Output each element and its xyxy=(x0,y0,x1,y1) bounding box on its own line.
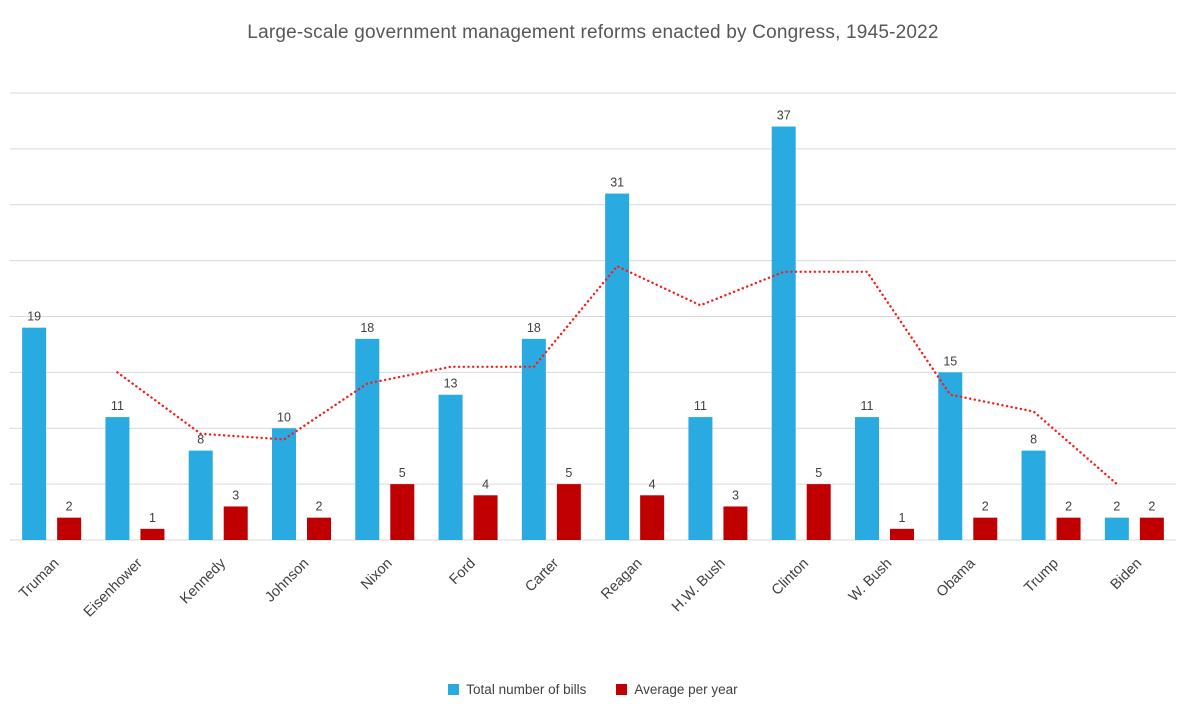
legend: Total number of bills Average per year xyxy=(0,682,1186,697)
data-label-total-number-of-bills-ford: 13 xyxy=(444,377,458,391)
data-label-average-per-year-nixon: 5 xyxy=(399,466,406,480)
data-label-average-per-year-obama: 2 xyxy=(982,500,989,514)
bar-total-number-of-bills-clinton xyxy=(771,126,796,541)
bar-total-number-of-bills-biden xyxy=(1104,517,1129,540)
data-label-average-per-year-eisenhower: 1 xyxy=(149,511,156,525)
x-axis-label-w-bush: W. Bush xyxy=(846,556,895,605)
x-axis-label-ford: Ford xyxy=(446,556,478,588)
legend-swatch-average-per-year xyxy=(616,684,628,695)
x-axis-label-trump: Trump xyxy=(1021,556,1062,597)
data-label-total-number-of-bills-obama: 15 xyxy=(943,354,957,368)
x-axis-label-carter: Carter xyxy=(522,555,562,595)
bar-average-per-year-truman xyxy=(57,517,82,540)
bar-average-per-year-biden xyxy=(1139,517,1164,540)
bar-total-number-of-bills-truman xyxy=(22,327,47,540)
bar-average-per-year-clinton xyxy=(806,484,831,540)
bar-average-per-year-johnson xyxy=(307,517,331,540)
legend-item-total-bills: Total number of bills xyxy=(448,682,586,697)
data-label-total-number-of-bills-trump: 8 xyxy=(1030,433,1037,447)
bar-total-number-of-bills-carter xyxy=(521,338,546,540)
data-label-total-number-of-bills-biden: 2 xyxy=(1113,500,1120,514)
bar-total-number-of-bills-reagan xyxy=(605,193,630,540)
x-axis-label-johnson: Johnson xyxy=(262,556,312,606)
data-label-average-per-year-biden: 2 xyxy=(1148,500,1155,514)
data-label-average-per-year-carter: 5 xyxy=(565,466,572,480)
bar-total-number-of-bills-obama xyxy=(938,372,963,540)
data-label-total-number-of-bills-reagan: 31 xyxy=(610,176,624,190)
bar-total-number-of-bills-trump xyxy=(1021,450,1046,540)
bar-total-number-of-bills-eisenhower xyxy=(105,417,130,540)
x-axis-label-biden: Biden xyxy=(1108,556,1146,594)
bar-average-per-year-h-w-bush xyxy=(723,506,748,540)
data-label-total-number-of-bills-eisenhower: 11 xyxy=(111,399,124,413)
bar-average-per-year-obama xyxy=(973,517,998,540)
data-label-total-number-of-bills-h-w-bush: 11 xyxy=(694,399,707,413)
data-label-total-number-of-bills-nixon: 18 xyxy=(360,321,374,335)
trendline xyxy=(116,264,1119,486)
bar-average-per-year-eisenhower xyxy=(140,528,165,540)
data-label-average-per-year-truman: 2 xyxy=(66,500,73,514)
bar-average-per-year-nixon xyxy=(390,484,415,540)
data-label-average-per-year-trump: 2 xyxy=(1065,500,1072,514)
bar-average-per-year-trump xyxy=(1056,517,1081,540)
x-axis-label-truman: Truman xyxy=(16,556,62,602)
bar-average-per-year-ford xyxy=(473,495,498,540)
bar-total-number-of-bills-johnson xyxy=(272,428,296,540)
data-label-total-number-of-bills-truman: 19 xyxy=(27,310,41,324)
chart-title: Large-scale government management reform… xyxy=(247,22,939,43)
bar-total-number-of-bills-h-w-bush xyxy=(688,417,713,540)
bar-total-number-of-bills-w-bush xyxy=(855,417,879,540)
data-label-average-per-year-johnson: 2 xyxy=(316,500,323,514)
legend-label-total-bills: Total number of bills xyxy=(466,682,587,697)
legend-item-average-per-year: Average per year xyxy=(616,682,738,697)
x-axis-label-eisenhower: Eisenhower xyxy=(81,555,146,620)
data-label-total-number-of-bills-clinton: 37 xyxy=(777,109,791,123)
x-axis-label-obama: Obama xyxy=(934,555,980,601)
bar-total-number-of-bills-kennedy xyxy=(188,450,213,540)
x-axis-label-clinton: Clinton xyxy=(769,556,812,599)
bar-average-per-year-kennedy xyxy=(223,506,248,540)
legend-swatch-total-bills xyxy=(448,684,460,695)
x-axis-label-kennedy: Kennedy xyxy=(177,555,229,607)
data-label-average-per-year-kennedy: 3 xyxy=(232,488,239,502)
x-axis-label-h-w-bush: H.W. Bush xyxy=(669,556,729,616)
data-label-total-number-of-bills-kennedy: 8 xyxy=(197,433,204,447)
data-label-average-per-year-w-bush: 1 xyxy=(899,511,906,525)
bar-total-number-of-bills-ford xyxy=(438,394,463,540)
data-label-total-number-of-bills-johnson: 10 xyxy=(277,410,291,424)
bar-average-per-year-reagan xyxy=(640,495,665,540)
x-axis-label-nixon: Nixon xyxy=(358,556,396,594)
data-label-total-number-of-bills-carter: 18 xyxy=(527,321,541,335)
data-label-total-number-of-bills-w-bush: 11 xyxy=(861,399,874,413)
data-label-average-per-year-reagan: 4 xyxy=(649,477,656,491)
data-label-average-per-year-ford: 4 xyxy=(482,477,489,491)
data-label-average-per-year-clinton: 5 xyxy=(815,466,822,480)
legend-label-average-per-year: Average per year xyxy=(634,682,738,697)
bar-average-per-year-w-bush xyxy=(890,528,914,540)
data-label-average-per-year-h-w-bush: 3 xyxy=(732,488,739,502)
x-axis-label-reagan: Reagan xyxy=(598,556,645,603)
bar-average-per-year-carter xyxy=(556,484,581,540)
bar-total-number-of-bills-nixon xyxy=(355,338,380,540)
